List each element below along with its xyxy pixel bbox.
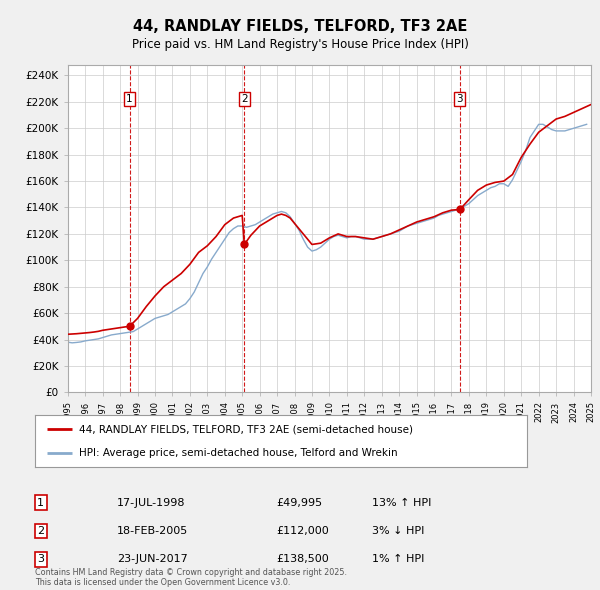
Text: £138,500: £138,500 [276, 555, 329, 564]
Text: 18-FEB-2005: 18-FEB-2005 [117, 526, 188, 536]
Text: 13% ↑ HPI: 13% ↑ HPI [372, 498, 431, 507]
Text: 1% ↑ HPI: 1% ↑ HPI [372, 555, 424, 564]
Text: 23-JUN-2017: 23-JUN-2017 [117, 555, 188, 564]
Text: Contains HM Land Registry data © Crown copyright and database right 2025.
This d: Contains HM Land Registry data © Crown c… [35, 568, 347, 587]
Text: 2: 2 [37, 526, 44, 536]
Text: 44, RANDLAY FIELDS, TELFORD, TF3 2AE: 44, RANDLAY FIELDS, TELFORD, TF3 2AE [133, 19, 467, 34]
Text: 3: 3 [457, 94, 463, 104]
Text: 1: 1 [126, 94, 133, 104]
Text: 17-JUL-1998: 17-JUL-1998 [117, 498, 185, 507]
Text: 1: 1 [37, 498, 44, 507]
Text: HPI: Average price, semi-detached house, Telford and Wrekin: HPI: Average price, semi-detached house,… [79, 448, 398, 458]
Text: Price paid vs. HM Land Registry's House Price Index (HPI): Price paid vs. HM Land Registry's House … [131, 38, 469, 51]
Text: 3% ↓ HPI: 3% ↓ HPI [372, 526, 424, 536]
Text: £49,995: £49,995 [276, 498, 322, 507]
Text: 44, RANDLAY FIELDS, TELFORD, TF3 2AE (semi-detached house): 44, RANDLAY FIELDS, TELFORD, TF3 2AE (se… [79, 424, 413, 434]
Text: £112,000: £112,000 [276, 526, 329, 536]
Text: 2: 2 [241, 94, 248, 104]
Text: 3: 3 [37, 555, 44, 564]
